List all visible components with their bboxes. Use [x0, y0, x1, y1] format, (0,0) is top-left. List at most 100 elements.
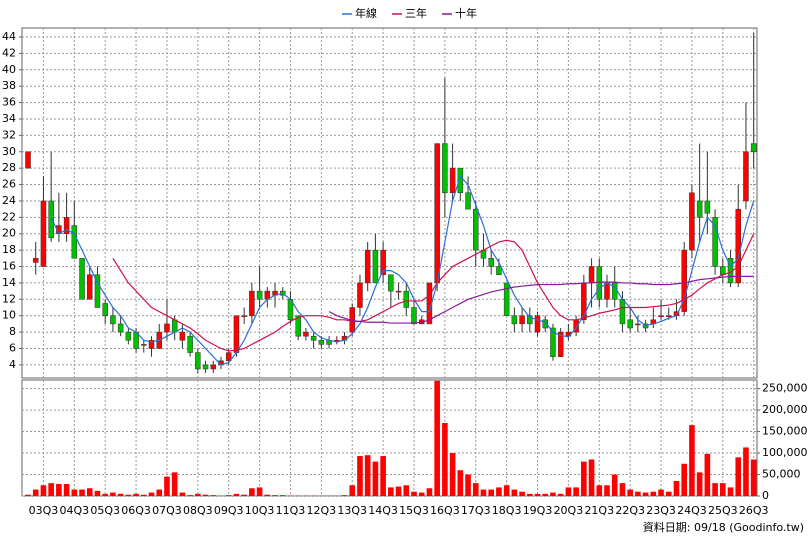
volume-bar [743, 447, 749, 496]
candle-body [488, 258, 494, 267]
y-tick-label: 40 [2, 63, 16, 76]
candle-body [527, 315, 533, 325]
volume-bar [357, 456, 363, 496]
y-tick-label: 32 [2, 128, 16, 141]
volume-bar [164, 476, 170, 496]
volume-bar [156, 489, 163, 496]
candle-body [581, 282, 587, 321]
volume-bar [264, 494, 271, 496]
candle-body [473, 208, 479, 251]
candle-body [519, 315, 525, 325]
candle-body [681, 249, 687, 312]
candle-body [503, 282, 510, 316]
volume-bar [372, 461, 379, 496]
candle-body [25, 151, 31, 169]
candle-body [310, 335, 317, 341]
y-tick-label: 38 [2, 79, 16, 92]
candle-body [233, 315, 240, 353]
grid [22, 28, 757, 497]
volume-bar [233, 493, 240, 496]
volume-bar [511, 489, 518, 496]
volume-bar [573, 487, 579, 496]
x-tick-label: 08Q3 [183, 504, 213, 517]
volume-bar [627, 489, 633, 496]
legend-label: 年線 [355, 6, 377, 20]
volume-bar [341, 495, 348, 496]
volume-bar [611, 474, 618, 496]
candle-body [179, 331, 186, 341]
volume-bar [650, 491, 657, 496]
volume-bar [480, 489, 487, 496]
volume-bar [665, 491, 672, 496]
candle-body [689, 192, 695, 251]
candle-body [195, 352, 201, 370]
candle-body [372, 249, 379, 284]
volume-bar [195, 493, 201, 496]
candle-body [102, 303, 108, 316]
y-tick-label: 26 [2, 178, 16, 191]
legend-label: 十年 [455, 6, 477, 20]
candle-body [125, 331, 132, 341]
volume-bar [125, 494, 132, 496]
candle-body [210, 364, 217, 370]
candle-body [171, 319, 178, 333]
x-tick-label: 18Q3 [492, 504, 522, 517]
y-tick-label: 20 [2, 227, 16, 240]
candle-body [71, 225, 78, 259]
volume-bar [527, 493, 533, 496]
x-tick-label: 21Q3 [584, 504, 614, 517]
x-tick-label: 06Q3 [121, 504, 151, 517]
volume-bar [557, 493, 564, 496]
volume-bar [565, 487, 572, 496]
candle-body [457, 167, 464, 194]
ma-line [112, 233, 755, 352]
x-tick-label: 07Q3 [152, 504, 182, 517]
volume-bar [179, 492, 186, 496]
volume-bar [642, 492, 649, 496]
candle-body [403, 290, 410, 308]
candle-body [164, 323, 170, 333]
volume-bar [689, 425, 695, 496]
candle-body [256, 290, 263, 300]
x-tick-label: 04Q3 [59, 504, 89, 517]
y-tick-label: 4 [9, 358, 16, 371]
volume-bar [79, 489, 85, 496]
volume-bar [588, 459, 595, 496]
volume-bar [720, 483, 726, 496]
candle-body [94, 274, 101, 308]
volume-bar [202, 494, 209, 496]
x-tick-label: 24Q3 [677, 504, 707, 517]
candle-body [202, 364, 209, 370]
legend: 年線 三年 十年 [342, 6, 477, 20]
volume-bar [704, 453, 711, 496]
candle-body [619, 299, 626, 325]
candle-body [87, 274, 93, 300]
volume-bar [596, 485, 603, 496]
candle-body [411, 307, 417, 325]
volume-bar [110, 492, 116, 496]
candle-body [380, 249, 386, 275]
volume-bar [426, 488, 433, 496]
y-tick-label: 8 [9, 325, 16, 338]
x-tick-label: 10Q3 [245, 504, 275, 517]
candle-body [48, 200, 54, 239]
volume-bar [380, 456, 386, 496]
volume-bar [534, 493, 541, 496]
volume-tick-label: 0 [762, 489, 769, 502]
x-tick-label: 23Q3 [646, 504, 676, 517]
y-tick-label: 30 [2, 145, 16, 158]
y-tick-label: 24 [2, 194, 16, 207]
candle-body [318, 340, 325, 345]
x-tick-label: 13Q3 [337, 504, 367, 517]
volume-tick-label: 50,000 [762, 468, 801, 481]
volume-bar [681, 463, 687, 496]
volume-bar [210, 495, 217, 496]
volume-tick-label: 250,000 [762, 382, 808, 395]
candle-body [295, 315, 301, 337]
volume-bar [256, 487, 263, 496]
candle-body [588, 266, 595, 284]
candle-body [434, 143, 440, 284]
candle-body [611, 282, 618, 300]
